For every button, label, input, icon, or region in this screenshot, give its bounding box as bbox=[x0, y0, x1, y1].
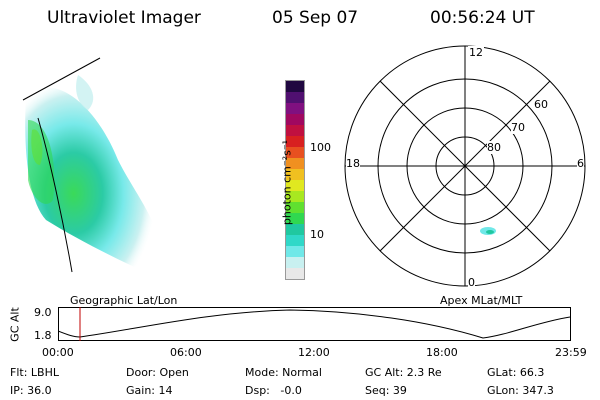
alt-xtick-2359: 23:59 bbox=[555, 346, 587, 359]
colorbar-swatch bbox=[286, 158, 304, 169]
status-glat: GLat: 66.3 bbox=[487, 366, 545, 379]
status-glon: GLon: 347.3 bbox=[487, 384, 554, 397]
colorbar-tick-100: 100 bbox=[310, 141, 331, 154]
mlt-label-18: 18 bbox=[346, 157, 360, 170]
altitude-plot bbox=[58, 307, 571, 341]
colorbar-tick-10: 10 bbox=[310, 228, 324, 241]
colorbar-swatch bbox=[286, 125, 304, 136]
colorbar-swatch bbox=[286, 224, 304, 235]
time-label: 00:56:24 UT bbox=[430, 8, 535, 28]
colorbar-swatch bbox=[286, 213, 304, 224]
geo-caption: Geographic Lat/Lon bbox=[70, 294, 178, 307]
apex-caption: Apex MLat/MLT bbox=[440, 294, 523, 307]
colorbar-swatch bbox=[286, 235, 304, 246]
colorbar-swatch bbox=[286, 114, 304, 125]
mlt-label-12: 12 bbox=[468, 46, 484, 59]
meridian-diag-2 bbox=[379, 80, 551, 252]
colorbar-swatch bbox=[286, 103, 304, 114]
status-flt: Flt: LBHL bbox=[10, 366, 59, 379]
colorbar-swatch bbox=[286, 169, 304, 180]
alt-ytick-low: 1.8 bbox=[34, 329, 52, 342]
alt-ylabel: GC Alt bbox=[8, 307, 22, 342]
colorbar-swatch bbox=[286, 257, 304, 268]
colorbar-swatch bbox=[286, 202, 304, 213]
alt-plot-frame bbox=[58, 307, 571, 341]
status-gcalt: GC Alt: 2.3 Re bbox=[365, 366, 442, 379]
alt-xtick-1800: 18:00 bbox=[426, 346, 458, 359]
colorbar-swatch bbox=[286, 268, 304, 279]
status-mode: Mode: Normal bbox=[245, 366, 322, 379]
lat-label-60: 60 bbox=[534, 98, 548, 111]
alt-ytick-high: 9.0 bbox=[34, 306, 52, 319]
instrument-title: Ultraviolet Imager bbox=[47, 8, 201, 28]
colorbar-swatch bbox=[286, 92, 304, 103]
colorbar-swatch bbox=[286, 147, 304, 158]
alt-xtick-0600: 06:00 bbox=[170, 346, 202, 359]
alt-xtick-1200: 12:00 bbox=[298, 346, 330, 359]
colorbar-swatch bbox=[286, 136, 304, 147]
altitude-curve bbox=[58, 309, 571, 339]
geographic-image bbox=[22, 57, 164, 280]
colorbar-swatch bbox=[286, 180, 304, 191]
status-gain: Gain: 14 bbox=[126, 384, 173, 397]
terminator-line bbox=[37, 117, 73, 273]
lat-label-70: 70 bbox=[511, 121, 525, 134]
status-seq: Seq: 39 bbox=[365, 384, 407, 397]
colorbar bbox=[285, 80, 305, 280]
colorbar-label: photon cm⁻²s⁻¹ bbox=[280, 139, 294, 226]
status-dsp: Dsp: -0.0 bbox=[245, 384, 302, 397]
limb-line bbox=[22, 57, 101, 101]
colorbar-swatch bbox=[286, 246, 304, 257]
date-label: 05 Sep 07 bbox=[272, 8, 359, 28]
status-ip: IP: 36.0 bbox=[10, 384, 52, 397]
lat-label-80: 80 bbox=[487, 141, 501, 154]
colorbar-swatch bbox=[286, 191, 304, 202]
status-door: Door: Open bbox=[126, 366, 189, 379]
aurora-emission bbox=[25, 75, 164, 280]
apex-emission bbox=[480, 227, 496, 235]
mlt-label-6: 6 bbox=[577, 157, 584, 170]
alt-xtick-0000: 00:00 bbox=[42, 346, 74, 359]
polar-plot bbox=[344, 45, 586, 287]
colorbar-swatch bbox=[286, 81, 304, 92]
mlt-label-0: 0 bbox=[468, 276, 475, 289]
